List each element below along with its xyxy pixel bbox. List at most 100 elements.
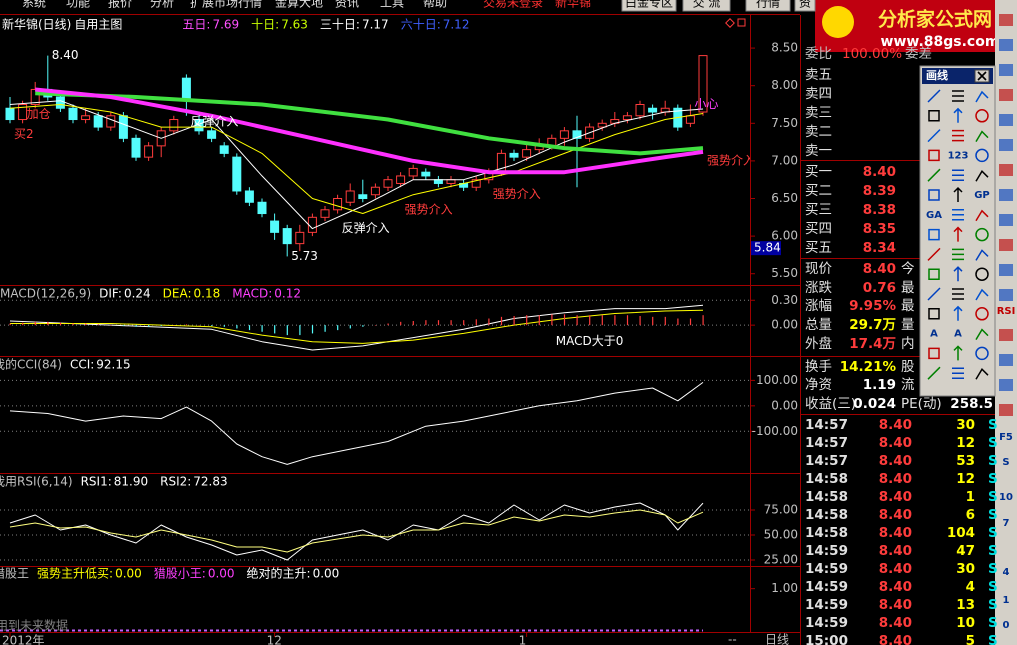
candle-body xyxy=(471,179,481,188)
toolbar-icon[interactable] xyxy=(975,169,989,182)
side-icon[interactable] xyxy=(999,89,1013,101)
toolbar-icon[interactable] xyxy=(927,287,941,301)
toolbar-icon[interactable] xyxy=(928,189,940,201)
toolbar-icon[interactable] xyxy=(975,109,989,123)
toolbar-icon[interactable] xyxy=(975,307,989,321)
menu-button[interactable] xyxy=(745,0,791,12)
side-icon[interactable] xyxy=(999,379,1013,391)
toolbar-icon[interactable] xyxy=(952,367,964,379)
toolbar-icon[interactable] xyxy=(952,209,964,221)
side-icon[interactable] xyxy=(999,264,1013,276)
side-icon[interactable] xyxy=(999,239,1013,251)
menu-item[interactable]: 帮助 xyxy=(423,0,447,10)
side-key[interactable]: F5 xyxy=(999,432,1013,443)
legend-text: 绝对的主升: xyxy=(247,566,311,581)
side-icon[interactable] xyxy=(999,214,1013,226)
toolbar-icon-label[interactable]: GP xyxy=(974,190,990,201)
toolbar-icon[interactable] xyxy=(953,186,963,202)
side-icon[interactable] xyxy=(999,64,1013,76)
toolbar-icon[interactable] xyxy=(975,288,989,301)
side-key[interactable]: 7 xyxy=(1003,518,1010,529)
toolbar-icon[interactable] xyxy=(975,249,989,261)
side-icon[interactable] xyxy=(999,164,1013,176)
menu-item[interactable]: 金算大地 xyxy=(275,0,323,10)
menu-item[interactable]: 系统 xyxy=(22,0,46,10)
menu-item[interactable]: 分析 xyxy=(150,0,174,10)
menu-item[interactable]: 扩展市场行情 xyxy=(190,0,262,10)
indicator-line xyxy=(9,100,704,230)
toolbar-icon[interactable] xyxy=(952,169,964,181)
menu-button[interactable] xyxy=(621,0,677,12)
annotation: 5.73 xyxy=(291,249,318,263)
toolbar-icon[interactable] xyxy=(952,248,964,261)
toolbar-icon[interactable] xyxy=(975,90,989,103)
toolbar-icon[interactable] xyxy=(952,90,964,102)
side-key[interactable]: RSI xyxy=(997,306,1016,317)
toolbar-icon[interactable] xyxy=(952,129,964,142)
macd-bar xyxy=(324,325,326,332)
buy-price: 8.35 xyxy=(863,221,896,237)
toolbar-icon[interactable] xyxy=(927,89,941,103)
toolbar-icon[interactable] xyxy=(928,110,940,122)
side-key[interactable]: 4 xyxy=(1003,567,1010,578)
macd-bar xyxy=(425,320,427,326)
side-icon[interactable] xyxy=(999,354,1013,366)
toolbar-icon[interactable] xyxy=(928,268,940,280)
toolbar-icon[interactable] xyxy=(975,227,989,242)
toolbar-icon[interactable] xyxy=(975,328,989,340)
candle-body xyxy=(635,103,645,117)
toolbar-icon[interactable] xyxy=(927,168,941,182)
toolbar-icon[interactable] xyxy=(953,266,963,282)
legend-text: 81.90 xyxy=(114,475,148,489)
stat-label: 股 xyxy=(901,359,915,375)
side-icon[interactable] xyxy=(999,39,1013,51)
toolbar-icon[interactable] xyxy=(975,130,989,142)
menu-button[interactable] xyxy=(794,0,816,12)
side-icon[interactable] xyxy=(999,14,1013,26)
toolbar-icon-label[interactable]: A xyxy=(930,329,938,340)
side-icon[interactable] xyxy=(999,139,1013,151)
toolbar-icon[interactable] xyxy=(953,305,963,321)
toolbar-icon[interactable] xyxy=(953,107,963,123)
indicator-line xyxy=(35,87,704,175)
side-icon[interactable] xyxy=(999,189,1013,201)
toolbar-icon[interactable] xyxy=(952,288,964,300)
toolbar-icon[interactable] xyxy=(975,346,989,361)
toolbar-icon[interactable] xyxy=(928,347,940,360)
side-key[interactable]: 0 xyxy=(1003,620,1010,631)
side-key[interactable]: S xyxy=(1002,457,1009,468)
toolbar-icon-label[interactable]: 123 xyxy=(948,150,969,161)
candle-body xyxy=(232,156,242,192)
toolbar-icon-label[interactable]: A xyxy=(954,329,962,340)
menu-item[interactable]: 工具 xyxy=(380,0,404,10)
toolbar-icon[interactable] xyxy=(927,129,941,143)
side-icon[interactable] xyxy=(999,114,1013,126)
toolbar-icon[interactable] xyxy=(953,226,963,242)
side-icon[interactable] xyxy=(999,289,1013,301)
toolbar-icon[interactable] xyxy=(927,247,941,261)
legend-text: 0.24 xyxy=(124,287,151,301)
toolbar-icon[interactable] xyxy=(928,308,940,320)
side-icon[interactable] xyxy=(999,404,1013,416)
side-icon[interactable] xyxy=(999,329,1013,341)
toolbar-icon[interactable] xyxy=(975,267,989,281)
trade-side: S xyxy=(988,615,998,631)
menu-button[interactable] xyxy=(682,0,731,12)
side-key[interactable]: 10 xyxy=(999,492,1013,503)
toolbar-icon-label[interactable]: GA xyxy=(926,210,942,221)
toolbar-icon[interactable] xyxy=(928,228,940,241)
menu-item[interactable]: 功能 xyxy=(66,0,90,10)
toolbar-icon[interactable] xyxy=(975,209,989,222)
trade-time: 14:58 xyxy=(805,507,848,523)
candle-body xyxy=(433,179,443,184)
trade-status[interactable]: 交易未登录 xyxy=(483,0,543,10)
toolbar-icon[interactable] xyxy=(975,148,989,163)
side-key[interactable]: 1 xyxy=(1003,595,1010,606)
menu-item[interactable]: 资讯 xyxy=(335,0,359,10)
toolbar-icon[interactable] xyxy=(928,149,940,162)
menu-item[interactable]: 报价 xyxy=(108,0,132,10)
stat-label: 最 xyxy=(901,298,915,314)
toolbar-icon[interactable] xyxy=(975,367,989,380)
toolbar-icon[interactable] xyxy=(953,345,963,361)
toolbar-icon[interactable] xyxy=(927,366,941,380)
